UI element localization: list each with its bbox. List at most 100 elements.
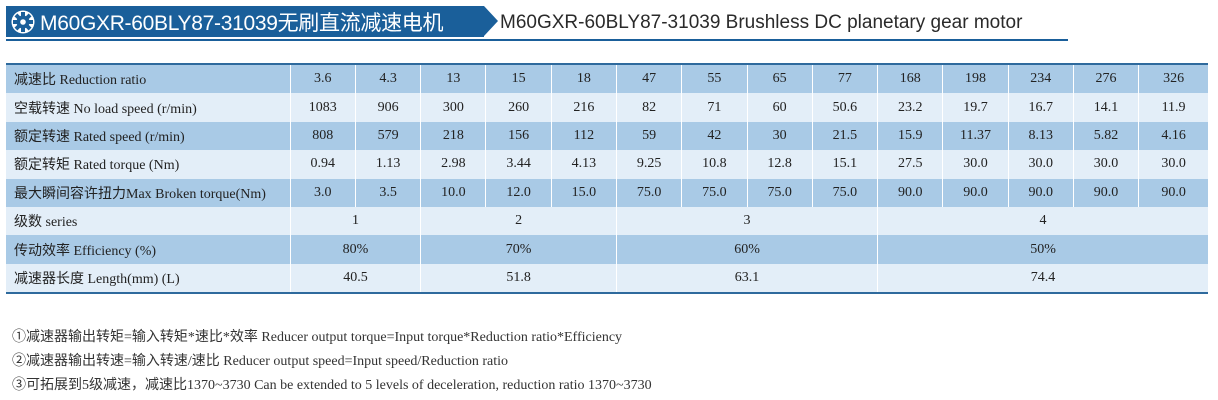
table-cell: 12.8 (746, 150, 813, 179)
table-cell: 0.94 (289, 150, 356, 179)
table-cell: 15.0 (550, 178, 617, 207)
table-cell: 15.1 (811, 150, 878, 179)
table-row: 最大瞬间容许扭力Max Broken torque(Nm) 3.0 3.5 10… (6, 178, 1208, 207)
table-cell: 82 (615, 93, 682, 122)
table-row: 减速器长度 Length(mm) (L) 40.5 51.8 63.1 74.4 (6, 263, 1208, 294)
gear-icon (11, 10, 35, 33)
row-label: 最大瞬间容许扭力Max Broken torque(Nm) (6, 178, 291, 207)
row-label: 空载转速 No load speed (r/min) (6, 93, 291, 122)
table-cell: 59 (615, 121, 682, 151)
table-cell: 30 (746, 121, 813, 151)
table-cell: 27.5 (877, 150, 943, 179)
table-cell: 4.16 (1138, 121, 1208, 151)
row-label: 额定转矩 Rated torque (Nm) (6, 150, 291, 179)
table-cell: 50% (877, 235, 1208, 264)
table-cell: 19.7 (942, 93, 1009, 122)
table-cell: 63.1 (615, 263, 878, 294)
table-cell: 218 (420, 121, 486, 151)
table-cell: 216 (550, 93, 617, 122)
table-cell: 30.0 (1072, 150, 1139, 179)
table-row: 减速比 Reduction ratio 3.6 4.3 13 15 18 47 … (6, 64, 1208, 94)
row-label: 额定转速 Rated speed (r/min) (6, 121, 291, 151)
table-cell: 579 (354, 121, 421, 151)
row-label: 减速比 Reduction ratio (6, 64, 291, 94)
table-cell: 90.0 (942, 178, 1009, 207)
table-cell: 75.0 (746, 178, 813, 207)
table-cell: 198 (942, 64, 1009, 94)
table-cell: 9.25 (615, 150, 682, 179)
table-cell: 4.3 (354, 64, 421, 94)
table-cell: 30.0 (1007, 150, 1074, 179)
footnote: ①减速器输出转矩=输入转矩*速比*效率 Reducer output torqu… (12, 330, 623, 345)
title-arrow (484, 6, 498, 36)
table-cell: 51.8 (420, 263, 617, 294)
table-cell: 4 (877, 206, 1208, 236)
table-cell: 77 (811, 64, 878, 94)
table-cell: 60 (746, 93, 813, 122)
page-title: M60GXR-60BLY87-31039无刷直流减速电机 (40, 11, 444, 35)
table-row: 额定转速 Rated speed (r/min) 808 579 218 156… (6, 121, 1208, 151)
table-cell: 47 (615, 64, 682, 94)
table-cell: 326 (1138, 64, 1208, 94)
table-cell: 14.1 (1072, 93, 1139, 122)
table-cell: 276 (1072, 64, 1139, 94)
table-cell: 2 (420, 206, 617, 236)
table-cell: 75.0 (681, 178, 748, 207)
table-cell: 42 (681, 121, 748, 151)
table-cell: 11.9 (1138, 93, 1208, 122)
table-cell: 10.8 (681, 150, 748, 179)
footnote: ③可拓展到5级减速，减速比1370~3730 Can be extended t… (12, 378, 652, 393)
table-cell: 15.9 (877, 121, 943, 151)
table-cell: 90.0 (1138, 178, 1208, 207)
table-cell: 71 (681, 93, 748, 122)
table-cell: 11.37 (942, 121, 1009, 151)
table-cell: 55 (681, 64, 748, 94)
page-subtitle: M60GXR-60BLY87-31039 Brushless DC planet… (500, 12, 1023, 33)
table-cell: 10.0 (420, 178, 486, 207)
table-row: 级数 series 1 2 3 4 (6, 206, 1208, 236)
table-cell: 40.5 (289, 263, 421, 294)
title-banner: M60GXR-60BLY87-31039无刷直流减速电机 (6, 6, 484, 37)
table-cell: 906 (354, 93, 421, 122)
table-cell: 112 (550, 121, 617, 151)
table-cell: 1083 (289, 93, 356, 122)
table-cell: 80% (289, 235, 421, 264)
table-row: 空载转速 No load speed (r/min) 1083 906 300 … (6, 93, 1208, 122)
table-cell: 808 (289, 121, 356, 151)
table-cell: 4.13 (550, 150, 617, 179)
table-cell: 1 (289, 206, 421, 236)
table-row: 额定转矩 Rated torque (Nm) 0.94 1.13 2.98 3.… (6, 150, 1208, 179)
table-cell: 260 (485, 93, 552, 122)
table-cell: 50.6 (811, 93, 878, 122)
table-cell: 168 (877, 64, 943, 94)
table-cell: 300 (420, 93, 486, 122)
table-cell: 15 (485, 64, 552, 94)
table-cell: 30.0 (942, 150, 1009, 179)
table-cell: 90.0 (1072, 178, 1139, 207)
table-cell: 23.2 (877, 93, 943, 122)
table-cell: 75.0 (615, 178, 682, 207)
row-label: 传动效率 Efficiency (%) (6, 235, 291, 264)
table-cell: 2.98 (420, 150, 486, 179)
table-cell: 3.6 (289, 64, 356, 94)
table-cell: 74.4 (877, 263, 1208, 294)
table-cell: 90.0 (877, 178, 943, 207)
footnote: ②减速器输出转速=输入转速/速比 Reducer output speed=In… (12, 354, 508, 369)
table-cell: 1.13 (354, 150, 421, 179)
table-cell: 8.13 (1007, 121, 1074, 151)
header-rule (6, 39, 1068, 41)
table-cell: 3.44 (485, 150, 552, 179)
table-cell: 234 (1007, 64, 1074, 94)
table-cell: 30.0 (1138, 150, 1208, 179)
row-label: 级数 series (6, 206, 291, 236)
page-header: M60GXR-60BLY87-31039无刷直流减速电机 M60GXR-60BL… (0, 0, 1218, 46)
table-cell: 65 (746, 64, 813, 94)
table-cell: 13 (420, 64, 486, 94)
table-cell: 3.0 (289, 178, 356, 207)
table-cell: 3 (615, 206, 878, 236)
table-row: 传动效率 Efficiency (%) 80% 70% 60% 50% (6, 235, 1208, 264)
table-cell: 75.0 (811, 178, 878, 207)
table-cell: 5.82 (1072, 121, 1139, 151)
table-cell: 3.5 (354, 178, 421, 207)
table-cell: 18 (550, 64, 617, 94)
